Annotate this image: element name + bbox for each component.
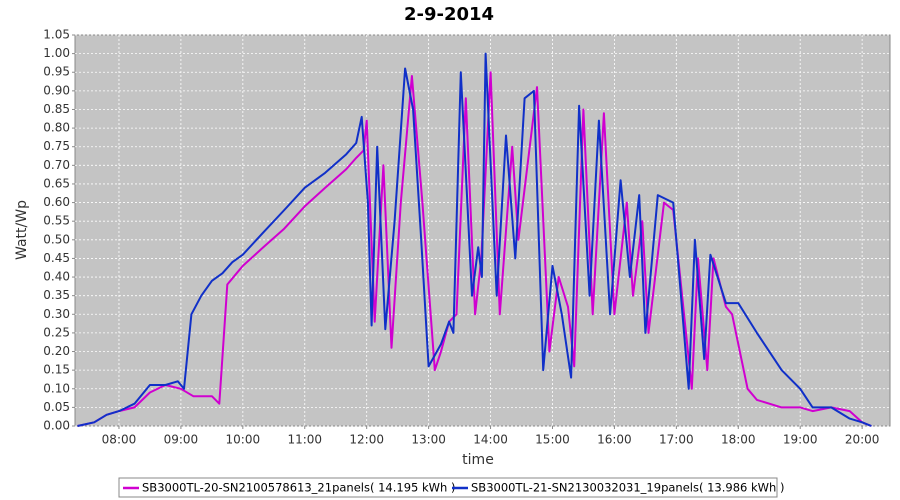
y-tick-label: 0.35	[43, 288, 70, 302]
x-tick-label: 10:00	[226, 433, 261, 447]
x-tick-label: 11:00	[287, 433, 322, 447]
y-tick-label: 0.00	[43, 419, 70, 433]
x-tick-label: 20:00	[845, 433, 880, 447]
x-axis-label: time	[462, 452, 494, 468]
x-tick-label: 14:00	[473, 433, 508, 447]
y-tick-label: 0.55	[43, 214, 70, 228]
y-tick-label: 0.50	[43, 232, 70, 246]
y-tick-label: 0.05	[43, 400, 70, 414]
y-tick-label: 0.30	[43, 307, 70, 321]
x-tick-label: 17:00	[659, 433, 694, 447]
legend	[118, 477, 778, 498]
y-tick-label: 0.75	[43, 139, 70, 153]
y-tick-label: 0.70	[43, 158, 70, 172]
x-tick-label: 08:00	[102, 433, 137, 447]
x-tick-label: 09:00	[164, 433, 199, 447]
y-tick-label: 0.60	[43, 195, 70, 209]
y-tick-label: 0.10	[43, 381, 70, 395]
y-tick-label: 0.40	[43, 270, 70, 284]
x-tick-label: 13:00	[411, 433, 446, 447]
y-tick-label: 0.45	[43, 251, 70, 265]
x-tick-label: 15:00	[535, 433, 570, 447]
legend-label: SB3000TL-20-SN2100578613_21panels( 14.19…	[142, 481, 455, 495]
y-tick-label: 0.65	[43, 176, 70, 190]
y-tick-label: 0.80	[43, 121, 70, 135]
x-tick-label: 16:00	[597, 433, 632, 447]
y-tick-label: 0.15	[43, 363, 70, 377]
y-tick-label: 0.95	[43, 65, 70, 79]
x-tick-label: 18:00	[721, 433, 756, 447]
chart-title: 2-9-2014	[404, 4, 494, 25]
x-tick-label: 19:00	[783, 433, 818, 447]
x-tick-label: 12:00	[349, 433, 384, 447]
y-tick-label: 1.00	[43, 46, 70, 60]
y-tick-label: 0.20	[43, 344, 70, 358]
legend-label: SB3000TL-21-SN2130032031_19panels( 13.98…	[471, 481, 784, 495]
y-tick-label: 0.85	[43, 102, 70, 116]
y-tick-label: 1.05	[43, 28, 70, 42]
y-tick-label: 0.25	[43, 325, 70, 339]
y-axis-label: Watt/Wp	[14, 200, 30, 260]
y-tick-label: 0.90	[43, 83, 70, 97]
series-line	[77, 52, 872, 427]
